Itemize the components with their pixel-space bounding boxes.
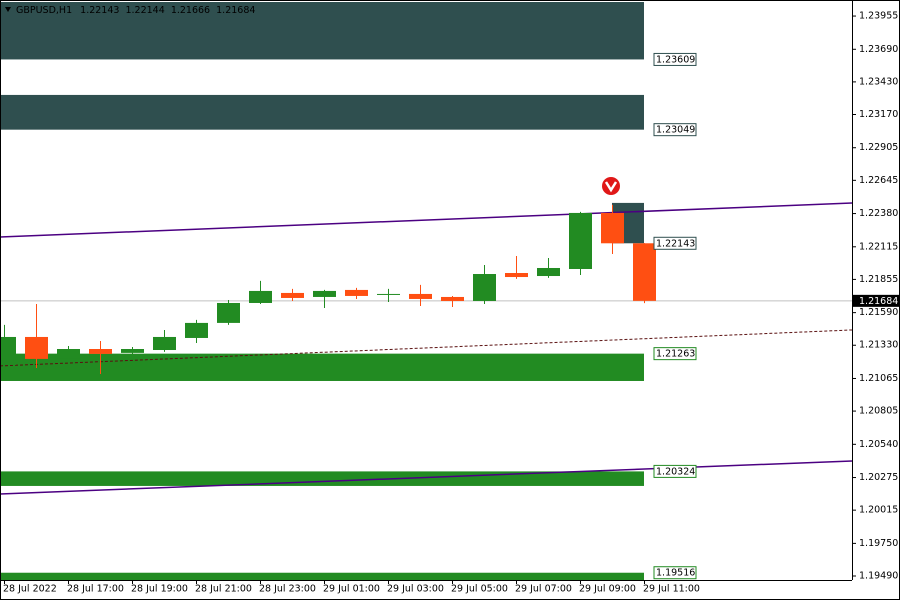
current-price-label: 1.21684 <box>859 296 898 307</box>
zone <box>0 471 644 486</box>
y-tick-label: 1.19490 <box>859 570 898 581</box>
y-tick-label: 1.23690 <box>859 44 898 55</box>
y-tick-label: 1.21065 <box>859 373 898 384</box>
candle-body <box>537 267 560 277</box>
menu-arrow <box>5 7 11 12</box>
y-tick-label: 1.22380 <box>859 208 898 219</box>
candle-body <box>217 302 240 323</box>
zone <box>0 94 644 130</box>
x-tick-label: 28 Jul 23:00 <box>259 584 316 595</box>
header-high: 1.22144 <box>125 5 164 16</box>
x-tick-label: 28 Jul 17:00 <box>67 584 124 595</box>
candle-body <box>441 296 464 301</box>
candle-body <box>185 322 208 338</box>
zone-label-box <box>653 464 697 478</box>
y-tick-label: 1.20540 <box>859 439 898 450</box>
y-tick-label: 1.21855 <box>859 274 898 285</box>
plot-area <box>0 2 853 580</box>
y-tick-label: 1.20015 <box>859 505 898 516</box>
y-tick-label: 1.21590 <box>859 307 898 318</box>
trend-line <box>0 460 853 495</box>
y-tick-label: 1.19750 <box>859 538 898 549</box>
y-tick-label: 1.22645 <box>859 175 898 186</box>
header: GBPUSD,H1 1.22143 1.22144 1.21666 1.2168… <box>16 5 255 16</box>
x-tick-label: 29 Jul 11:00 <box>643 584 700 595</box>
candle-body <box>377 293 400 295</box>
y-tick-label: 1.23170 <box>859 109 898 120</box>
zone-label: 1.22143 <box>656 238 695 249</box>
x-tick-label: 29 Jul 09:00 <box>579 584 636 595</box>
signal-icon <box>602 177 620 195</box>
candle-body <box>121 349 144 353</box>
y-tick-label: 1.21330 <box>859 340 898 351</box>
candle-body <box>601 212 624 244</box>
candle-body <box>345 289 368 296</box>
candle-body <box>473 274 496 301</box>
candle-body <box>89 349 112 354</box>
candle-body <box>57 349 80 359</box>
zone-label-box <box>653 52 697 66</box>
y-tick-label: 1.20805 <box>859 406 898 417</box>
candle-body <box>505 273 528 278</box>
candle-body <box>153 336 176 351</box>
zone-label: 1.23049 <box>656 125 695 136</box>
x-tick-label: 29 Jul 05:00 <box>451 584 508 595</box>
x-tick-label: 29 Jul 01:00 <box>323 584 380 595</box>
header-close: 1.21684 <box>216 5 255 16</box>
y-tick-label: 1.22905 <box>859 142 898 153</box>
zone <box>0 572 644 580</box>
candle-body <box>409 293 432 299</box>
candle-body <box>281 292 304 298</box>
x-tick-label: 28 Jul 19:00 <box>131 584 188 595</box>
zone-label-box <box>653 123 697 137</box>
symbol: GBPUSD,H1 <box>16 5 72 16</box>
x-tick-label: 29 Jul 03:00 <box>387 584 444 595</box>
candle-body <box>633 243 656 301</box>
zone-label: 1.23609 <box>656 54 695 65</box>
y-tick-label: 1.22115 <box>859 241 898 252</box>
x-tick-label: 29 Jul 07:00 <box>515 584 572 595</box>
y-tick-label: 1.20275 <box>859 472 898 483</box>
zone-label-box <box>653 347 697 361</box>
zone <box>0 2 644 60</box>
zone-label: 1.21263 <box>656 349 695 360</box>
zone-label: 1.20324 <box>656 466 695 477</box>
x-tick-label: 28 Jul 21:00 <box>195 584 252 595</box>
current-price-tag <box>853 294 899 307</box>
candle-body <box>313 290 336 297</box>
candle-body <box>249 290 272 303</box>
zone-label-box <box>653 236 697 250</box>
candle-body <box>25 336 48 359</box>
y-tick-label: 1.23430 <box>859 76 898 87</box>
x-tick-label: 28 Jul 2022 <box>3 584 57 595</box>
zone <box>0 353 644 381</box>
candle-body <box>0 336 16 365</box>
trend-line <box>0 202 853 238</box>
y-tick-label: 1.23955 <box>859 11 898 22</box>
header-open: 1.22143 <box>80 5 119 16</box>
zone-label-box <box>653 566 697 580</box>
trend-line <box>0 329 853 367</box>
header-low: 1.21666 <box>171 5 210 16</box>
candle-body <box>569 212 592 269</box>
zone-label: 1.19516 <box>656 568 695 579</box>
